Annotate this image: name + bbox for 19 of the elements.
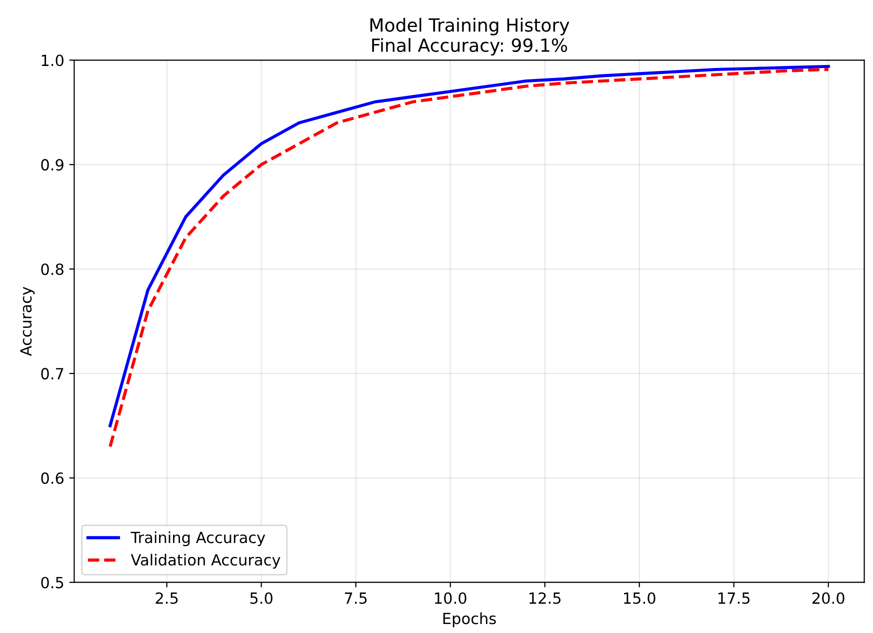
x-tick-label: 10.0 bbox=[435, 592, 466, 604]
y-tick-label: 0.8 bbox=[41, 263, 64, 276]
x-tick-label: 7.5 bbox=[344, 592, 367, 604]
x-tick-label: 15.0 bbox=[624, 592, 656, 604]
y-tick-label: 0.9 bbox=[41, 159, 64, 171]
x-tick-label: 5.0 bbox=[250, 592, 272, 604]
y-axis-title: Accuracy bbox=[20, 286, 35, 356]
legend-label: Validation Accuracy bbox=[130, 554, 280, 569]
x-tick-label: 2.5 bbox=[156, 592, 178, 604]
legend-label: Training Accuracy bbox=[130, 531, 266, 546]
x-tick-label: 20.0 bbox=[812, 592, 844, 604]
y-tick-label: 0.7 bbox=[41, 368, 64, 380]
y-tick-label: 0.6 bbox=[41, 472, 64, 484]
x-axis-title: Epochs bbox=[443, 612, 496, 628]
y-tick-label: 1.0 bbox=[42, 54, 64, 66]
y-tick-label: 0.5 bbox=[41, 576, 64, 588]
x-tick-label: 12.5 bbox=[530, 592, 561, 604]
x-tick-label: 17.5 bbox=[718, 592, 750, 604]
chart-title: Model Training History Final Accuracy: 99.1% bbox=[370, 18, 570, 56]
